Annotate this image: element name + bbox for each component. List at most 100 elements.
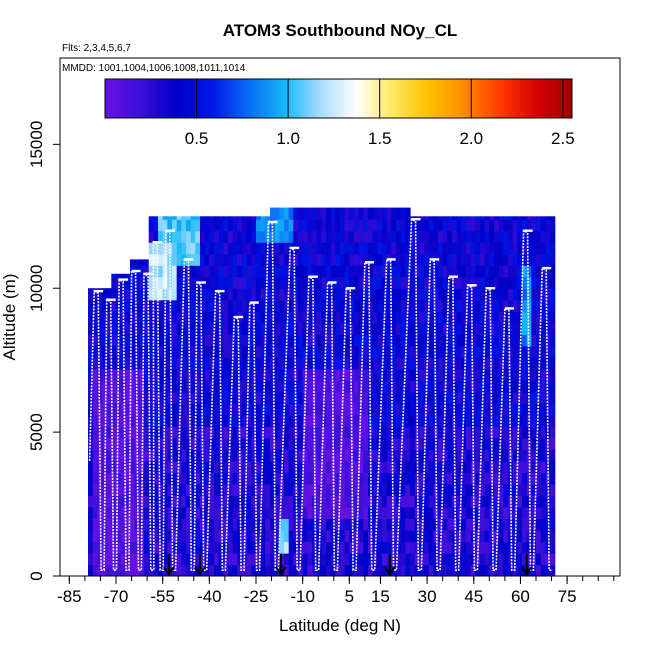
heatmap-cell (475, 403, 481, 416)
heatmap-cell (120, 288, 126, 301)
heatmap-cell (536, 414, 542, 427)
heatmap-cell (270, 207, 276, 220)
heatmap-cell (363, 530, 369, 543)
heatmap-cell (363, 426, 369, 439)
heatmap-cell (134, 299, 140, 312)
heatmap-cell (382, 414, 388, 427)
colorbar-tick-label: 2.5 (551, 129, 575, 148)
heatmap-cell (494, 380, 500, 393)
heatmap-cell (209, 357, 215, 370)
heatmap-cell (148, 219, 154, 232)
heatmap-cell (335, 322, 341, 335)
heatmap-cell (480, 345, 486, 358)
heatmap-cell (382, 506, 388, 519)
heatmap-cell (480, 472, 486, 485)
heatmap-cell (144, 541, 150, 554)
heatmap-cell (522, 391, 528, 404)
heatmap-cell (181, 506, 187, 519)
heatmap-cell (265, 368, 271, 381)
heatmap-cell (111, 460, 117, 473)
heatmap-cell (130, 288, 136, 301)
heatmap-cell (470, 368, 476, 381)
heatmap-cell (428, 276, 434, 289)
heatmap-cell (330, 265, 336, 278)
heatmap-cell (316, 495, 322, 508)
heatmap-cell (433, 553, 439, 566)
heatmap-cell (302, 322, 308, 335)
heatmap-cell (260, 541, 266, 554)
heatmap-cell (270, 403, 276, 416)
chart-title: ATOM3 Southbound NOy_CL (223, 21, 458, 40)
heatmap-cell (512, 334, 518, 347)
heatmap-cell (246, 564, 252, 576)
heatmap-cell (214, 403, 220, 416)
heatmap-cell (251, 506, 257, 519)
heatmap-cell (512, 414, 518, 427)
heatmap-cell (279, 311, 285, 324)
heatmap-cell (428, 230, 434, 243)
heatmap-cell (302, 334, 308, 347)
heatmap-cell (419, 265, 425, 278)
heatmap-cell (358, 541, 364, 554)
heatmap-cell (288, 253, 294, 266)
heatmap-cell (540, 322, 546, 335)
heatmap-cell (134, 311, 140, 324)
heatmap-cell (461, 230, 467, 243)
heatmap-cell (382, 403, 388, 416)
heatmap-cell (298, 242, 304, 255)
heatmap-cell (144, 380, 150, 393)
heatmap-cell (237, 368, 243, 381)
heatmap-cell (428, 219, 434, 232)
heatmap-cell (316, 530, 322, 543)
heatmap-cell (274, 357, 280, 370)
heatmap-cell (494, 216, 500, 220)
heatmap-cell (321, 391, 327, 404)
heatmap-cell (419, 414, 425, 427)
heatmap-cell (428, 391, 434, 404)
heatmap-cell (158, 530, 164, 543)
heatmap-cell (316, 219, 322, 232)
heatmap-cell (344, 380, 350, 393)
heatmap-cell (447, 437, 453, 450)
heatmap-cell (536, 518, 542, 531)
heatmap-cell (368, 207, 374, 220)
heatmap-cell (270, 472, 276, 485)
heatmap-cell (438, 276, 444, 289)
heatmap-cell (442, 553, 448, 566)
heatmap-cell (517, 311, 523, 324)
heatmap-cell (279, 437, 285, 450)
heatmap-cell (428, 564, 434, 576)
heatmap-cell (88, 299, 94, 312)
heatmap-cell (498, 449, 504, 462)
heatmap-cell (204, 219, 210, 232)
heatmap-cell (293, 288, 299, 301)
heatmap-cell (405, 265, 411, 278)
heatmap-cell (274, 230, 280, 243)
heatmap-cell (307, 299, 313, 312)
heatmap-cell (456, 357, 462, 370)
heatmap-cell (111, 380, 117, 393)
heatmap-cell (456, 230, 462, 243)
heatmap-cell (349, 299, 355, 312)
heatmap-cell (447, 368, 453, 381)
heatmap-cell (400, 518, 406, 531)
heatmap-cell (414, 518, 420, 531)
heatmap-cell (494, 437, 500, 450)
heatmap-cell (172, 483, 178, 496)
heatmap-cell (344, 506, 350, 519)
heatmap-cell (130, 391, 136, 404)
heatmap-cell (335, 426, 341, 439)
heatmap-cell (232, 518, 238, 531)
heatmap-cell (363, 483, 369, 496)
heatmap-cell (158, 472, 164, 485)
heatmap-cell (218, 299, 224, 312)
heatmap-cell (522, 506, 528, 519)
heatmap-cell (461, 288, 467, 301)
heatmap-cell (200, 518, 206, 531)
heatmap-cell (368, 288, 374, 301)
heatmap-cell (186, 219, 192, 232)
heatmap-cell (97, 311, 103, 324)
heatmap-cell (540, 288, 546, 301)
heatmap-cell (433, 530, 439, 543)
heatmap-cell (503, 288, 509, 301)
